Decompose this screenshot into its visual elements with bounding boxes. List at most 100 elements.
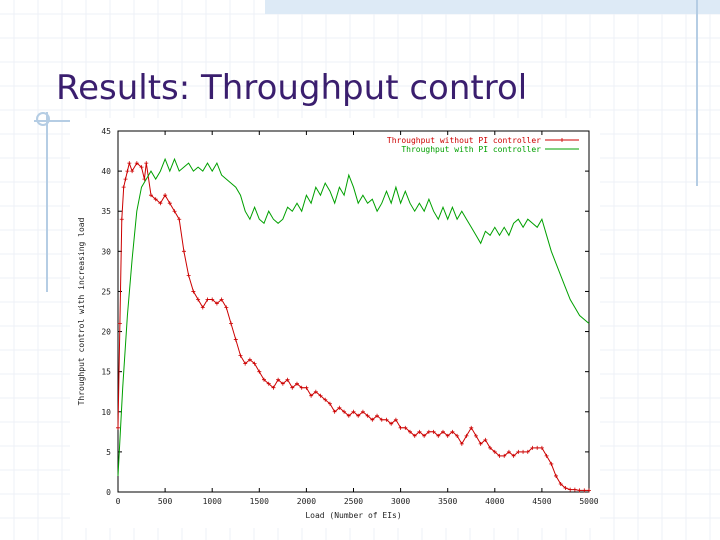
data-point: [398, 425, 403, 430]
decor-vertical-rule: [46, 112, 48, 292]
series-line-0: [117, 161, 589, 491]
legend: Throughput without PI controllerThroughp…: [387, 136, 579, 154]
data-point: [252, 361, 257, 366]
data-point: [577, 488, 582, 493]
data-point: [488, 445, 493, 450]
slide-title: Results: Throughput control: [56, 68, 528, 108]
data-point: [299, 385, 304, 390]
y-tick-label: 30: [101, 247, 111, 256]
x-tick-label: 2000: [297, 497, 316, 506]
data-point: [247, 357, 252, 362]
legend-marker-0: [560, 138, 564, 142]
data-point: [219, 297, 224, 302]
x-tick-label: 4500: [532, 497, 551, 506]
x-axis-label: Load (Number of EIs): [305, 511, 401, 520]
plot-area-background: [70, 118, 600, 528]
data-point: [318, 393, 323, 398]
data-point: [469, 425, 474, 430]
y-tick-label: 5: [106, 448, 111, 457]
data-point: [177, 217, 182, 222]
data-point: [450, 429, 455, 434]
y-tick-label: 25: [101, 287, 111, 296]
data-point: [196, 297, 201, 302]
data-point: [403, 425, 408, 430]
data-point: [539, 445, 544, 450]
data-point: [186, 273, 191, 278]
data-point: [290, 385, 295, 390]
data-point: [426, 429, 431, 434]
data-point: [346, 413, 351, 418]
axes: 0 500 1000 1500 2000 2500 3000 3500 4000 4500 5000…: [101, 127, 598, 506]
data-point: [408, 429, 413, 434]
series-layer: [116, 157, 591, 493]
data-point: [127, 161, 132, 166]
data-point: [224, 305, 229, 310]
data-point: [294, 381, 299, 386]
data-point: [422, 433, 427, 438]
data-point: [473, 433, 478, 438]
data-point: [191, 289, 196, 294]
legend-label-0: Throughput without PI controller: [387, 136, 541, 145]
data-point: [516, 449, 521, 454]
data-point: [572, 487, 577, 492]
data-point: [459, 441, 464, 446]
data-point: [304, 385, 309, 390]
x-tick-label: 3500: [438, 497, 457, 506]
x-tick-label: 3000: [391, 497, 410, 506]
x-tick-label: 2500: [344, 497, 363, 506]
data-point: [148, 193, 153, 198]
data-point: [436, 433, 441, 438]
data-point: [568, 487, 573, 492]
y-tick-label: 0: [106, 488, 111, 497]
data-point: [356, 413, 361, 418]
data-point: [370, 417, 375, 422]
y-tick-label: 40: [101, 167, 111, 176]
data-point: [309, 393, 314, 398]
data-point: [121, 185, 126, 190]
decor-target-circle: [36, 112, 50, 126]
data-point: [144, 161, 149, 166]
x-tick-label: 1500: [250, 497, 269, 506]
data-point: [440, 429, 445, 434]
data-point: [478, 441, 483, 446]
data-point: [351, 409, 356, 414]
data-point: [558, 481, 563, 486]
data-point: [229, 321, 234, 326]
y-tick-label: 20: [101, 328, 111, 337]
data-point: [285, 377, 290, 382]
x-tick-label: 500: [158, 497, 173, 506]
data-point: [262, 377, 267, 382]
data-point: [163, 193, 168, 198]
data-point: [210, 297, 215, 302]
data-point: [280, 381, 285, 386]
decor-vertical-rule-right: [696, 0, 698, 186]
data-point: [119, 217, 124, 222]
data-point: [544, 453, 549, 458]
data-point: [506, 449, 511, 454]
data-point: [375, 413, 380, 418]
data-point: [412, 433, 417, 438]
data-point: [243, 361, 248, 366]
series-line-1: [117, 157, 590, 477]
data-point: [549, 461, 554, 466]
data-point: [511, 453, 516, 458]
data-point: [153, 197, 158, 202]
data-point: [530, 445, 535, 450]
data-point: [342, 409, 347, 414]
data-point: [464, 433, 469, 438]
data-point: [582, 488, 587, 493]
data-point: [445, 433, 450, 438]
data-point: [502, 453, 507, 458]
data-point: [455, 433, 460, 438]
data-point: [365, 413, 370, 418]
data-point: [563, 485, 568, 490]
data-point: [205, 297, 210, 302]
data-point: [200, 305, 205, 310]
data-point: [483, 437, 488, 442]
legend-label-1: Throughput with PI controller: [401, 145, 541, 154]
y-tick-label: 45: [101, 127, 111, 136]
data-point: [116, 425, 120, 430]
data-point: [313, 389, 318, 394]
data-point: [158, 201, 163, 206]
data-point: [389, 421, 394, 426]
